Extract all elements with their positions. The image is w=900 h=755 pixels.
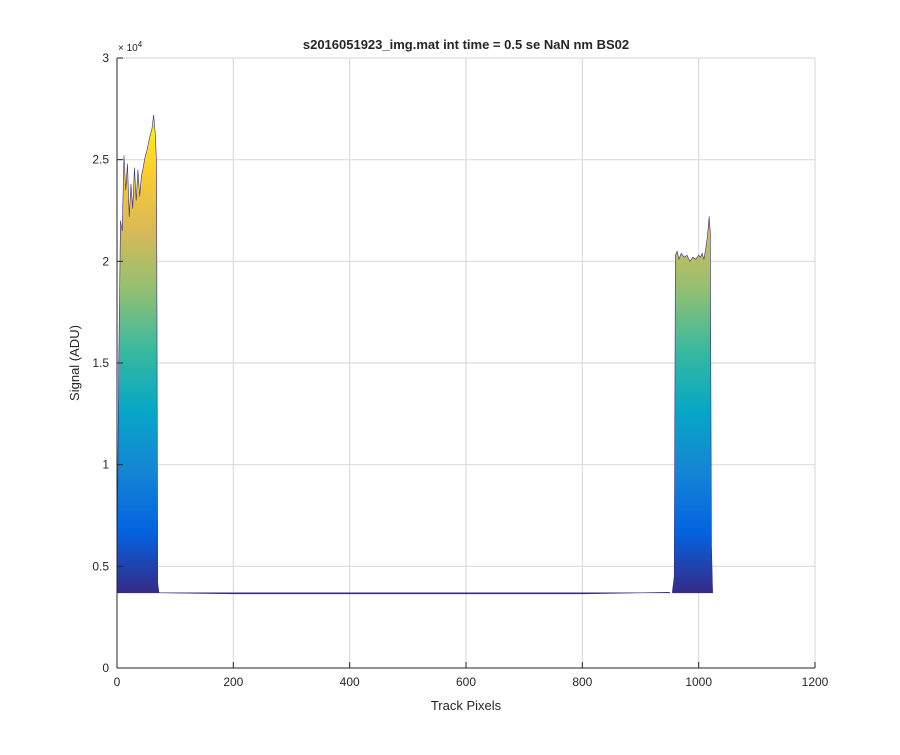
y-exponent-power: 4 [138,40,143,49]
x-tick-label: 1000 [685,675,712,689]
ticks-layer: 0 200 400 600 800 1000 1200 0 0.5 1 1.5 2 2.5 3 [92,51,828,689]
y-tick-label: 2.5 [92,153,109,167]
x-tick-label: 0 [114,675,121,689]
x-tick-label: 800 [572,675,592,689]
x-tick-label: 600 [456,675,476,689]
y-tick-label: 3 [102,51,109,65]
x-tick-label: 200 [223,675,243,689]
series-area-0 [116,114,161,594]
y-tick-label: 0.5 [92,559,109,573]
x-tick-label: 400 [340,675,360,689]
chart-title: s2016051923_img.mat int time = 0.5 se Na… [303,37,629,52]
y-exponent-label: × 104 [118,40,143,54]
y-exponent-base: × 10 [118,43,138,54]
y-tick-label: 2 [102,254,109,268]
series-layer [116,114,713,595]
y-tick-label: 0 [102,661,109,675]
x-axis-label: Track Pixels [431,698,502,713]
y-tick-label: 1 [102,458,109,472]
y-tick-label: 1.5 [92,356,109,370]
x-tick-label: 1200 [802,675,829,689]
y-axis-label: Signal (ADU) [67,325,82,401]
series-area-2 [672,216,713,594]
series-area-1 [159,592,670,595]
